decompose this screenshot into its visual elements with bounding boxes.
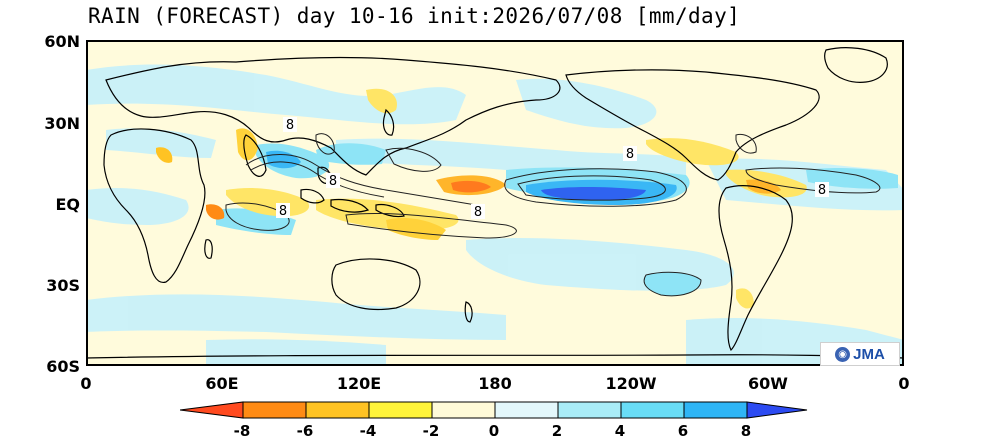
- colorbar-tick-label: -4: [359, 422, 377, 440]
- contour-label-f: 8: [815, 182, 829, 198]
- lon-label-120w: 120W: [605, 374, 657, 393]
- rain-anomaly-map: 8 8 8 8 8 8 ◉ JMA: [86, 40, 904, 366]
- colorbar-legend: -8 -6 -4 -2 0 2 4 6 8: [179, 400, 810, 442]
- colorbar-segment: [557, 401, 622, 419]
- colorbar-segment: [242, 401, 307, 419]
- lat-label-60s: 60S: [46, 357, 80, 376]
- lon-label-120e: 120E: [336, 374, 382, 393]
- colorbar-segment: [179, 401, 244, 419]
- lon-label-0-left: 0: [80, 374, 92, 393]
- lat-label-eq: EQ: [55, 195, 80, 214]
- colorbar-segment: [494, 401, 559, 419]
- colorbar-segment: [368, 401, 433, 419]
- contour-label-b: 8: [326, 173, 340, 189]
- contour-label-text: 8: [279, 204, 287, 219]
- colorbar-tick-label: -6: [296, 422, 314, 440]
- contour-label-text: 8: [474, 205, 482, 220]
- contour-label-c: 8: [276, 203, 290, 219]
- lon-label-180: 180: [478, 374, 512, 393]
- jma-emblem-icon: ◉: [835, 346, 851, 362]
- contour-label-text: 8: [329, 174, 337, 189]
- lon-label-60w: 60W: [748, 374, 788, 393]
- contour-label-e: 8: [623, 146, 637, 162]
- colorbar-tick-label: 6: [677, 422, 689, 440]
- colorbar-segment: [746, 401, 808, 419]
- jma-logo-text: JMA: [853, 345, 885, 363]
- colorbar-segment: [683, 401, 748, 419]
- colorbar-tick-label: 0: [488, 422, 500, 440]
- lat-label-60n: 60N: [44, 32, 80, 51]
- very-strong-positive-anomaly: [541, 187, 646, 201]
- contour-label-text: 8: [286, 118, 294, 133]
- lat-label-30s: 30S: [46, 276, 80, 295]
- colorbar-segment: [431, 401, 496, 419]
- lon-label-0-right: 0: [898, 374, 910, 393]
- lat-label-30n: 30N: [44, 114, 80, 133]
- contour-labels: 8 8 8 8 8 8: [276, 117, 829, 220]
- map-frame: [86, 40, 904, 366]
- colorbar-tick-label: -2: [422, 422, 440, 440]
- map-canvas: 8 8 8 8 8 8: [86, 40, 904, 366]
- map-title: RAIN (FORECAST) day 10-16 init:2026/07/0…: [88, 4, 741, 28]
- contour-label-a: 8: [283, 117, 297, 133]
- colorbar-bar: [179, 401, 808, 419]
- colorbar-tick-label: 4: [614, 422, 626, 440]
- colorbar-tick-label: 2: [551, 422, 563, 440]
- rain-contours: [225, 133, 881, 297]
- contour-label-d: 8: [471, 204, 485, 220]
- lon-label-60e: 60E: [205, 374, 239, 393]
- jma-logo: ◉ JMA: [820, 342, 900, 366]
- contour-label-text: 8: [818, 183, 826, 198]
- colorbar-tick-label: 8: [740, 422, 752, 440]
- colorbar-segment: [620, 401, 685, 419]
- colorbar-tick-label: -8: [233, 422, 251, 440]
- colorbar-segment: [305, 401, 370, 419]
- contour-label-text: 8: [626, 147, 634, 162]
